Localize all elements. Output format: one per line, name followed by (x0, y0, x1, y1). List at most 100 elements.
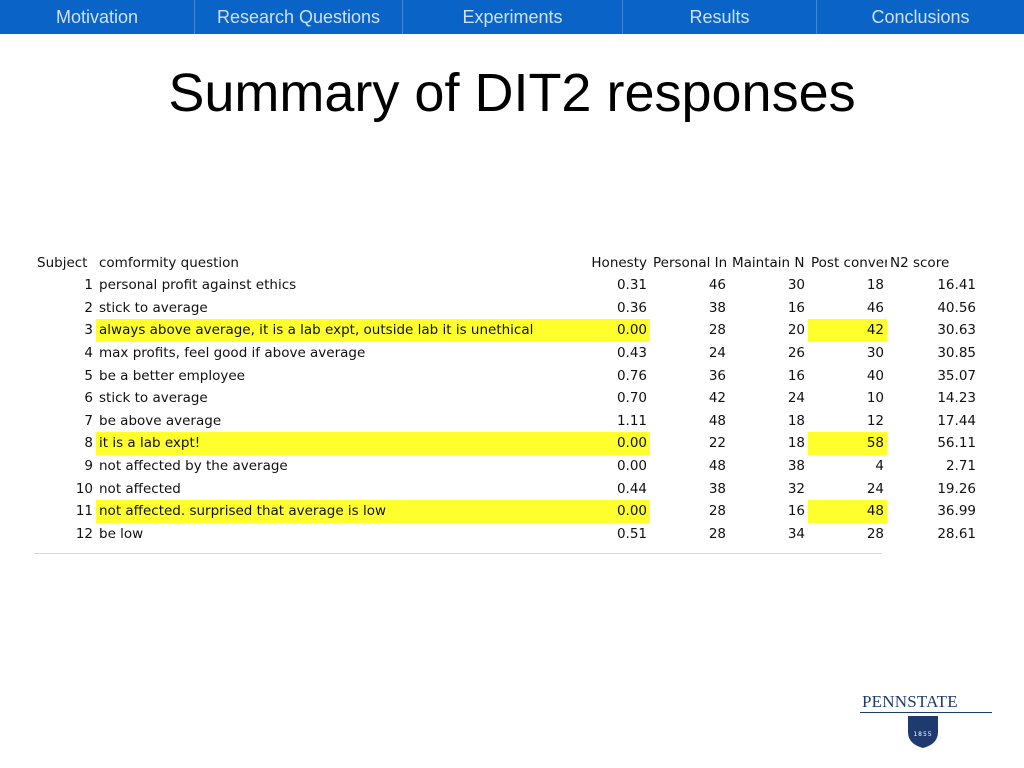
cell-n2-score: 14.23 (937, 390, 976, 407)
cell-n2-score: 56.11 (937, 435, 976, 452)
table-row: 7 be above average 1.11 48 18 12 17.44 (34, 410, 979, 433)
table-row: 10 not affected 0.44 38 32 24 19.26 (34, 477, 979, 500)
table-row: 8 it is a lab expt! 0.00 22 18 58 56.11 (34, 432, 979, 455)
cell-honesty: 0.00 (569, 432, 650, 455)
cell-post-conventional: 18 (866, 277, 884, 294)
cell-post-conventional: 28 (866, 525, 884, 542)
cell-post-conventional: 42 (808, 319, 887, 342)
cell-post-conventional: 48 (808, 499, 887, 523)
dit2-summary-table: Subject comformity question Honesty Pers… (34, 252, 979, 545)
header-question: comformity question (99, 255, 239, 271)
cell-question: stick to average (99, 299, 208, 316)
cell-question: not affected (99, 480, 181, 497)
header-personal-interest: Personal In (653, 255, 728, 271)
cell-honesty: 0.44 (616, 480, 647, 497)
header-post-conventional: Post conver (811, 255, 887, 271)
cell-subject: 11 (75, 503, 93, 520)
cell-question: it is a lab expt! (96, 432, 569, 455)
cell-n2-score: 2.71 (945, 458, 976, 475)
cell-question: stick to average (99, 390, 208, 407)
cell-honesty: 0.51 (616, 525, 647, 542)
table-row: 1 personal profit against ethics 0.31 46 30 1… (34, 274, 979, 297)
logo-year: 1855 (913, 731, 932, 738)
cell-personal-interest: 36 (708, 367, 726, 384)
cell-post-conventional: 58 (808, 432, 887, 455)
cell-subject: 9 (84, 458, 93, 475)
cell-question: be above average (99, 412, 222, 429)
header-subject: Subject (37, 255, 88, 271)
cell-post-conventional: 46 (866, 299, 884, 316)
cell-honesty: 0.00 (616, 458, 647, 475)
cell-question: personal profit against ethics (99, 277, 297, 294)
cell-maintain-norms: 32 (787, 480, 805, 497)
cell-maintain-norms: 26 (787, 345, 805, 362)
cell-post-conventional: 30 (866, 345, 884, 362)
table-row: 12 be low 0.51 28 34 28 28.61 (34, 523, 979, 546)
table-row: 4 max profits, feel good if above average… (34, 342, 979, 365)
cell-post-conventional: 10 (866, 390, 884, 407)
cell-personal-interest: 28 (708, 503, 726, 520)
cell-maintain-norms: 18 (787, 412, 805, 429)
cell-maintain-norms: 18 (787, 435, 805, 452)
cell-honesty: 0.00 (569, 319, 650, 342)
cell-subject: 10 (75, 480, 93, 497)
nav-tab-experiments[interactable]: Experiments (403, 0, 623, 34)
cell-maintain-norms: 34 (787, 525, 805, 542)
table-header-row: Subject comformity question Honesty Pers… (34, 252, 979, 274)
header-maintain-norms: Maintain N (732, 255, 805, 271)
shield-icon: 1855 (908, 716, 938, 748)
cell-subject: 4 (84, 345, 93, 362)
nav-tab-conclusions[interactable]: Conclusions (871, 6, 970, 27)
top-nav-bar: Motivation Research Questions Experiment… (0, 0, 1024, 34)
cell-question: not affected. surprised that average is … (96, 499, 569, 523)
cell-n2-score: 30.85 (937, 345, 976, 362)
cell-n2-score: 35.07 (937, 367, 976, 384)
cell-maintain-norms: 16 (787, 503, 805, 520)
cell-n2-score: 17.44 (937, 412, 976, 429)
cell-honesty: 0.43 (616, 345, 647, 362)
cell-honesty: 0.31 (616, 277, 647, 294)
cell-subject: 8 (84, 435, 93, 452)
cell-personal-interest: 42 (708, 390, 726, 407)
cell-maintain-norms: 16 (787, 299, 805, 316)
nav-tab-results[interactable]: Results (623, 0, 817, 34)
table-bottom-rule (34, 553, 882, 554)
cell-personal-interest: 22 (708, 435, 726, 452)
cell-maintain-norms: 30 (787, 277, 805, 294)
header-n2-score: N2 score (890, 255, 950, 271)
cell-question: not affected by the average (99, 458, 288, 475)
cell-subject: 5 (84, 367, 93, 384)
cell-honesty: 1.11 (616, 412, 647, 429)
cell-question: be low (99, 525, 144, 542)
pennstate-logo: PENNSTATE 1855 (860, 690, 994, 754)
header-honesty: Honesty (591, 255, 647, 271)
cell-personal-interest: 28 (708, 525, 726, 542)
cell-n2-score: 40.56 (937, 299, 976, 316)
table-row: 9 not affected by the average 0.00 48 38 4 2.7… (34, 455, 979, 478)
cell-n2-score: 30.63 (937, 322, 976, 339)
table-row: 5 be a better employee 0.76 36 16 40 35.07 (34, 364, 979, 387)
cell-personal-interest: 24 (708, 345, 726, 362)
cell-personal-interest: 46 (708, 277, 726, 294)
cell-personal-interest: 38 (708, 480, 726, 497)
table-row: 3 always above average, it is a lab expt,… (34, 319, 979, 342)
table-row: 11 not affected. surprised that average i… (34, 499, 979, 523)
nav-tab-research-questions[interactable]: Research Questions (195, 0, 403, 34)
cell-n2-score: 36.99 (937, 503, 976, 520)
logo-underline (860, 712, 992, 713)
cell-post-conventional: 24 (866, 480, 884, 497)
cell-subject: 3 (84, 322, 93, 339)
logo-wordmark: PENNSTATE (862, 692, 958, 711)
cell-honesty: 0.76 (616, 367, 647, 384)
cell-maintain-norms: 38 (787, 458, 805, 475)
nav-tab-motivation[interactable]: Motivation (0, 0, 195, 34)
cell-post-conventional: 4 (875, 458, 884, 475)
table-row: 6 stick to average 0.70 42 24 10 14.23 (34, 387, 979, 410)
cell-maintain-norms: 16 (787, 367, 805, 384)
cell-n2-score: 19.26 (937, 480, 976, 497)
cell-honesty: 0.00 (569, 499, 650, 523)
cell-post-conventional: 12 (866, 412, 884, 429)
cell-personal-interest: 38 (708, 299, 726, 316)
cell-n2-score: 28.61 (937, 525, 976, 542)
cell-question: always above average, it is a lab expt, … (96, 319, 569, 342)
